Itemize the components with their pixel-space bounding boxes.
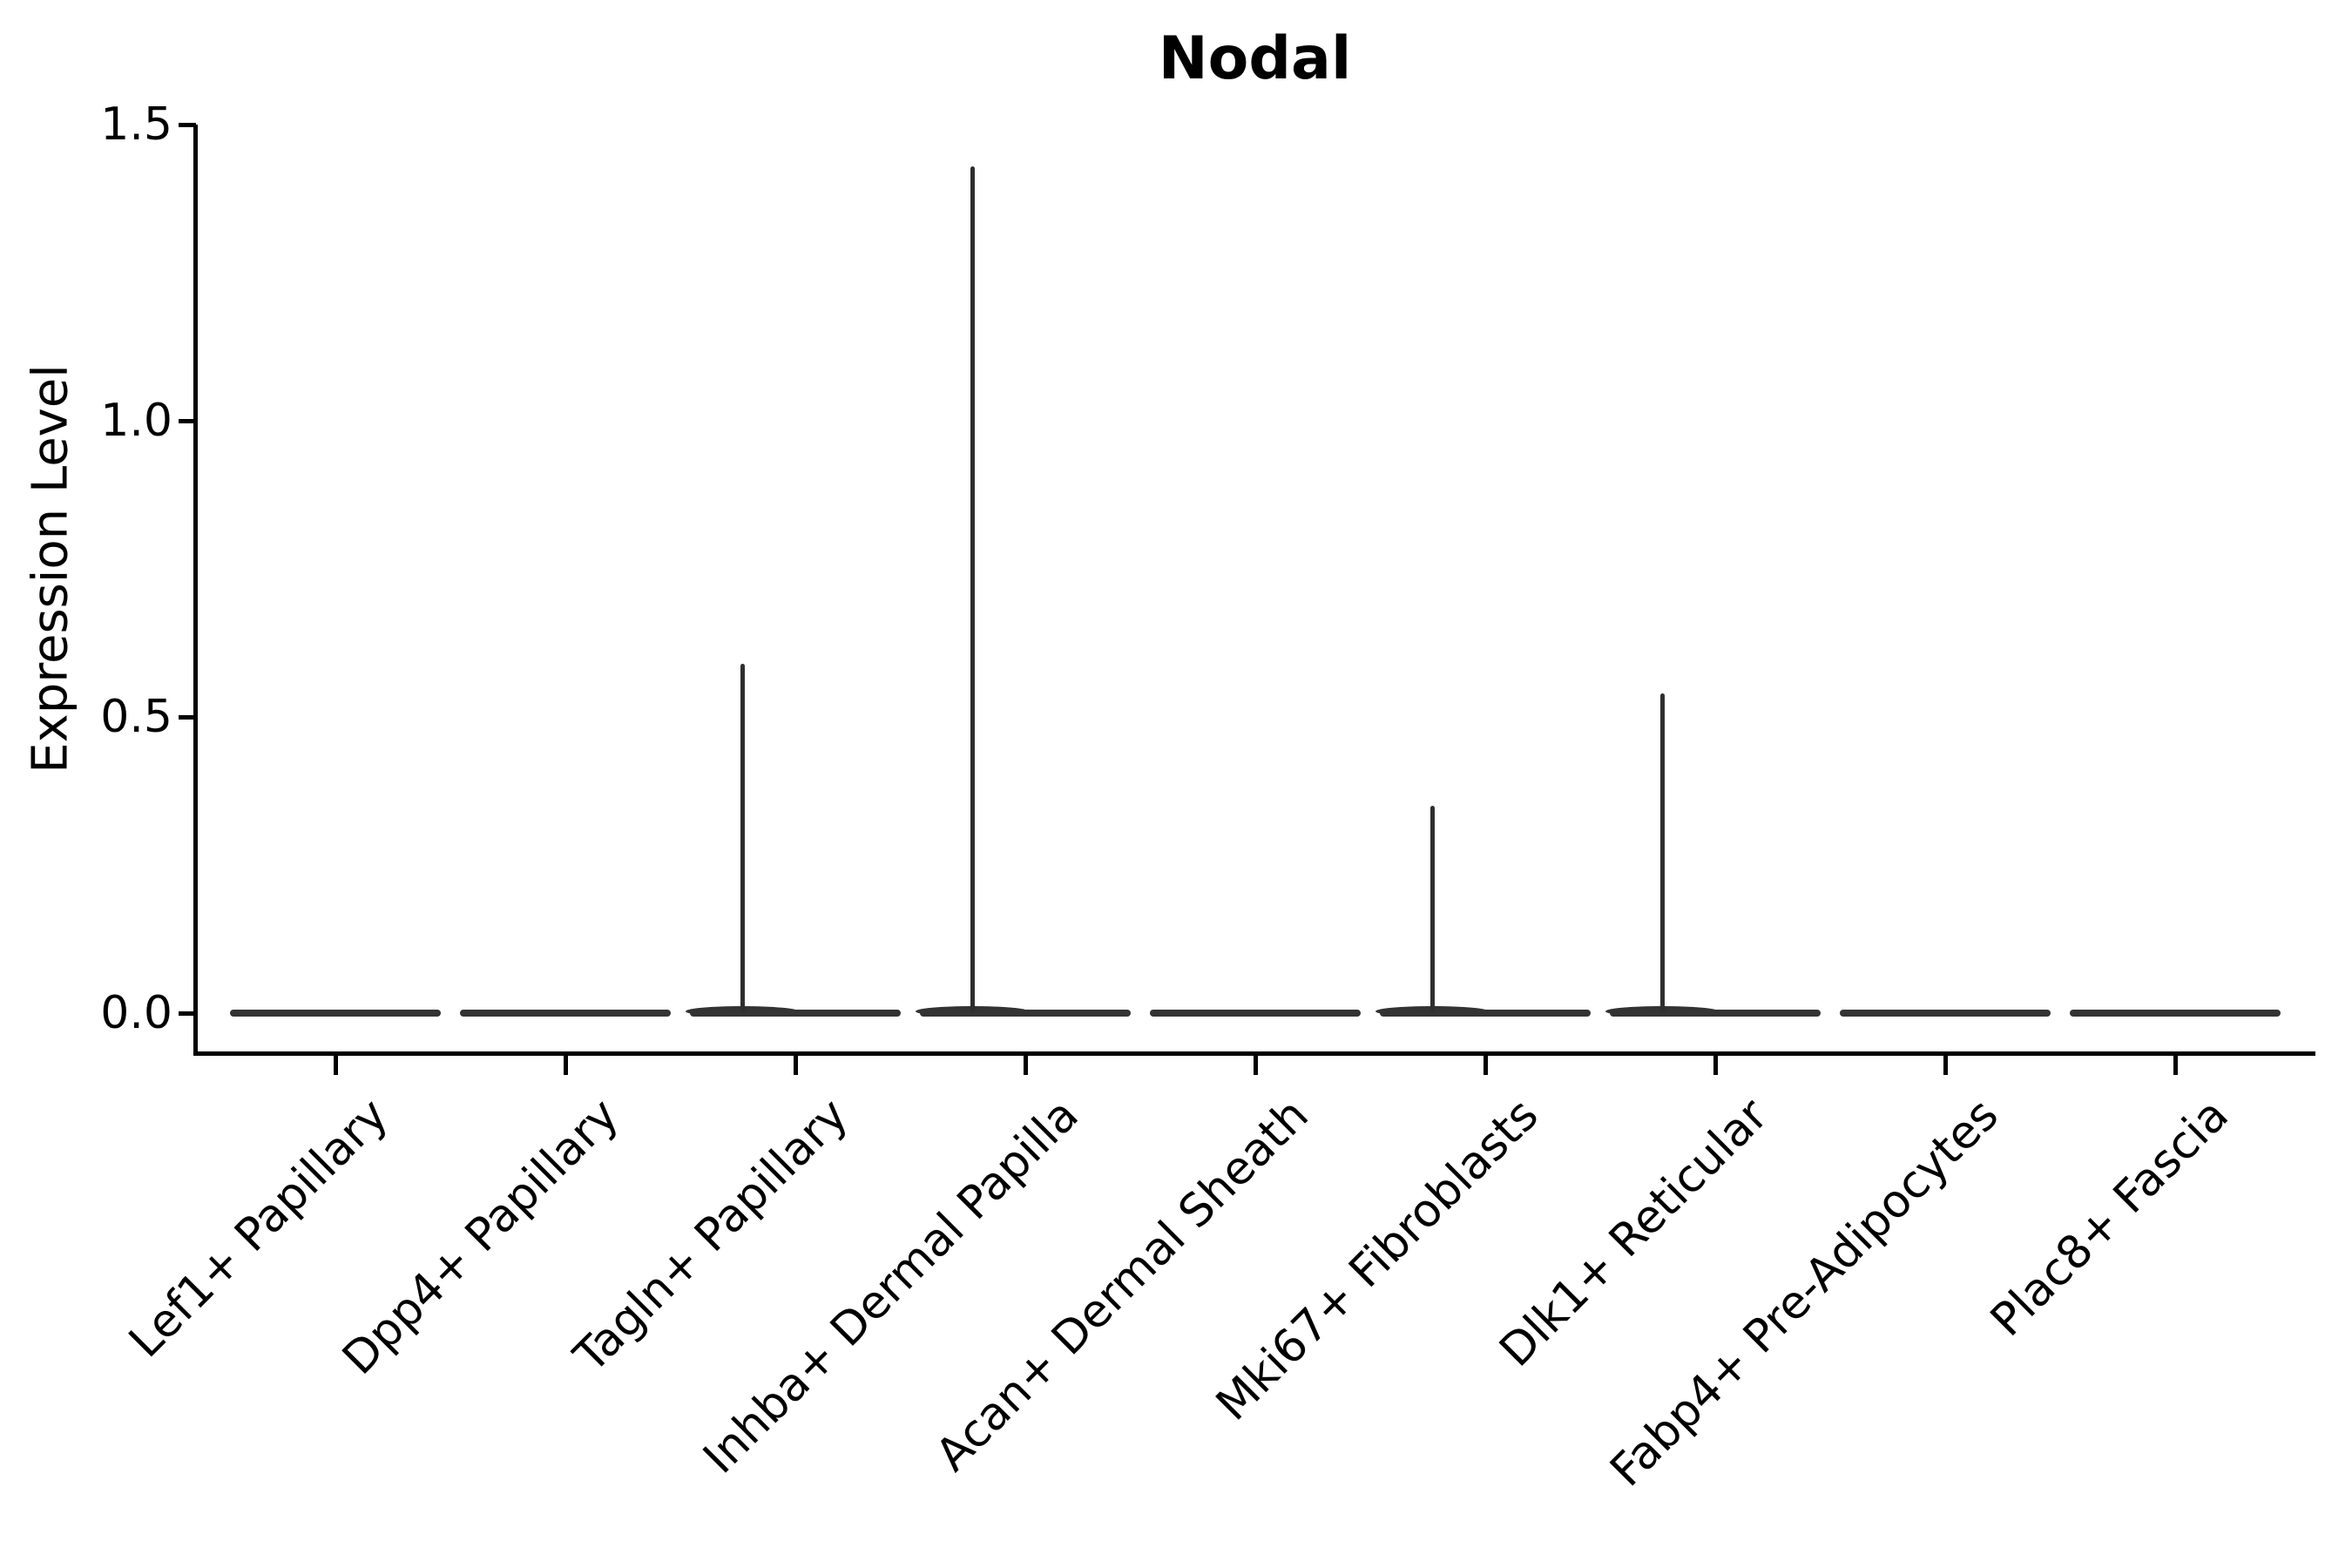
y-tick bbox=[179, 122, 196, 127]
y-tick-label: 1.0 bbox=[100, 395, 172, 447]
x-tick bbox=[1713, 1056, 1718, 1075]
violin-density-spike bbox=[1659, 693, 1665, 1013]
y-tick-label: 1.5 bbox=[100, 98, 172, 151]
x-tick bbox=[333, 1056, 338, 1075]
violin-body bbox=[460, 1010, 671, 1017]
x-tick-label: Acan+ Dermal Sheath bbox=[925, 1089, 1319, 1482]
y-tick bbox=[179, 1010, 196, 1016]
x-tick bbox=[793, 1056, 798, 1075]
y-tick bbox=[179, 418, 196, 423]
chart-title: Nodal bbox=[1158, 24, 1352, 93]
violin-body bbox=[230, 1010, 441, 1017]
y-tick-label: 0.5 bbox=[100, 691, 172, 743]
y-axis-spine bbox=[193, 125, 198, 1056]
violin-body bbox=[1840, 1010, 2051, 1017]
x-tick bbox=[1943, 1056, 1948, 1075]
violin-body bbox=[2070, 1010, 2281, 1017]
x-tick bbox=[1253, 1056, 1258, 1075]
x-tick bbox=[2173, 1056, 2178, 1075]
y-tick-label: 0.0 bbox=[100, 987, 172, 1039]
violin-density-spike bbox=[1429, 806, 1435, 1013]
x-tick bbox=[563, 1056, 568, 1075]
violin-density-spike bbox=[740, 663, 745, 1013]
x-tick bbox=[1483, 1056, 1488, 1075]
x-tick-label: Inhba+ Dermal Papilla bbox=[693, 1089, 1089, 1484]
violin-body bbox=[1150, 1010, 1361, 1017]
x-tick-label: Plac8+ Fascia bbox=[1980, 1089, 2239, 1347]
violin-density-spike bbox=[970, 166, 975, 1013]
x-tick bbox=[1023, 1056, 1028, 1075]
x-tick-label: Fabp4+ Pre-Adipocytes bbox=[1600, 1089, 2009, 1497]
y-tick bbox=[179, 714, 196, 720]
x-axis-spine bbox=[193, 1051, 2315, 1056]
